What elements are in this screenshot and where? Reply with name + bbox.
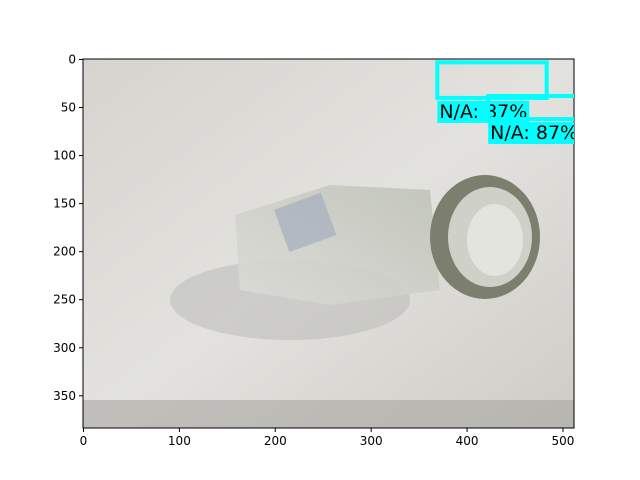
box-label: N/A: 87%: [490, 122, 578, 144]
x-tick-label: 300: [360, 434, 383, 448]
y-tick-label: 350: [53, 389, 76, 403]
y-tick-label: 0: [68, 52, 76, 66]
x-tick-label: 100: [168, 434, 191, 448]
bounding-box: [486, 93, 574, 122]
y-tick-label: 50: [61, 101, 76, 115]
x-tick-label: 500: [552, 434, 575, 448]
y-tick-label: 250: [53, 293, 76, 307]
axes-frame: [82, 58, 575, 429]
y-tick-label: 150: [53, 197, 76, 211]
y-tick-label: 300: [53, 341, 76, 355]
x-tick-label: 400: [456, 434, 479, 448]
x-tick-label: 200: [264, 434, 287, 448]
box-label-background: [488, 122, 574, 145]
y-tick-label: 100: [53, 149, 76, 163]
y-tick-label: 200: [53, 245, 76, 259]
x-tick-label: 0: [80, 434, 88, 448]
detections: N/A: 87%N/A: 87%: [435, 60, 578, 145]
